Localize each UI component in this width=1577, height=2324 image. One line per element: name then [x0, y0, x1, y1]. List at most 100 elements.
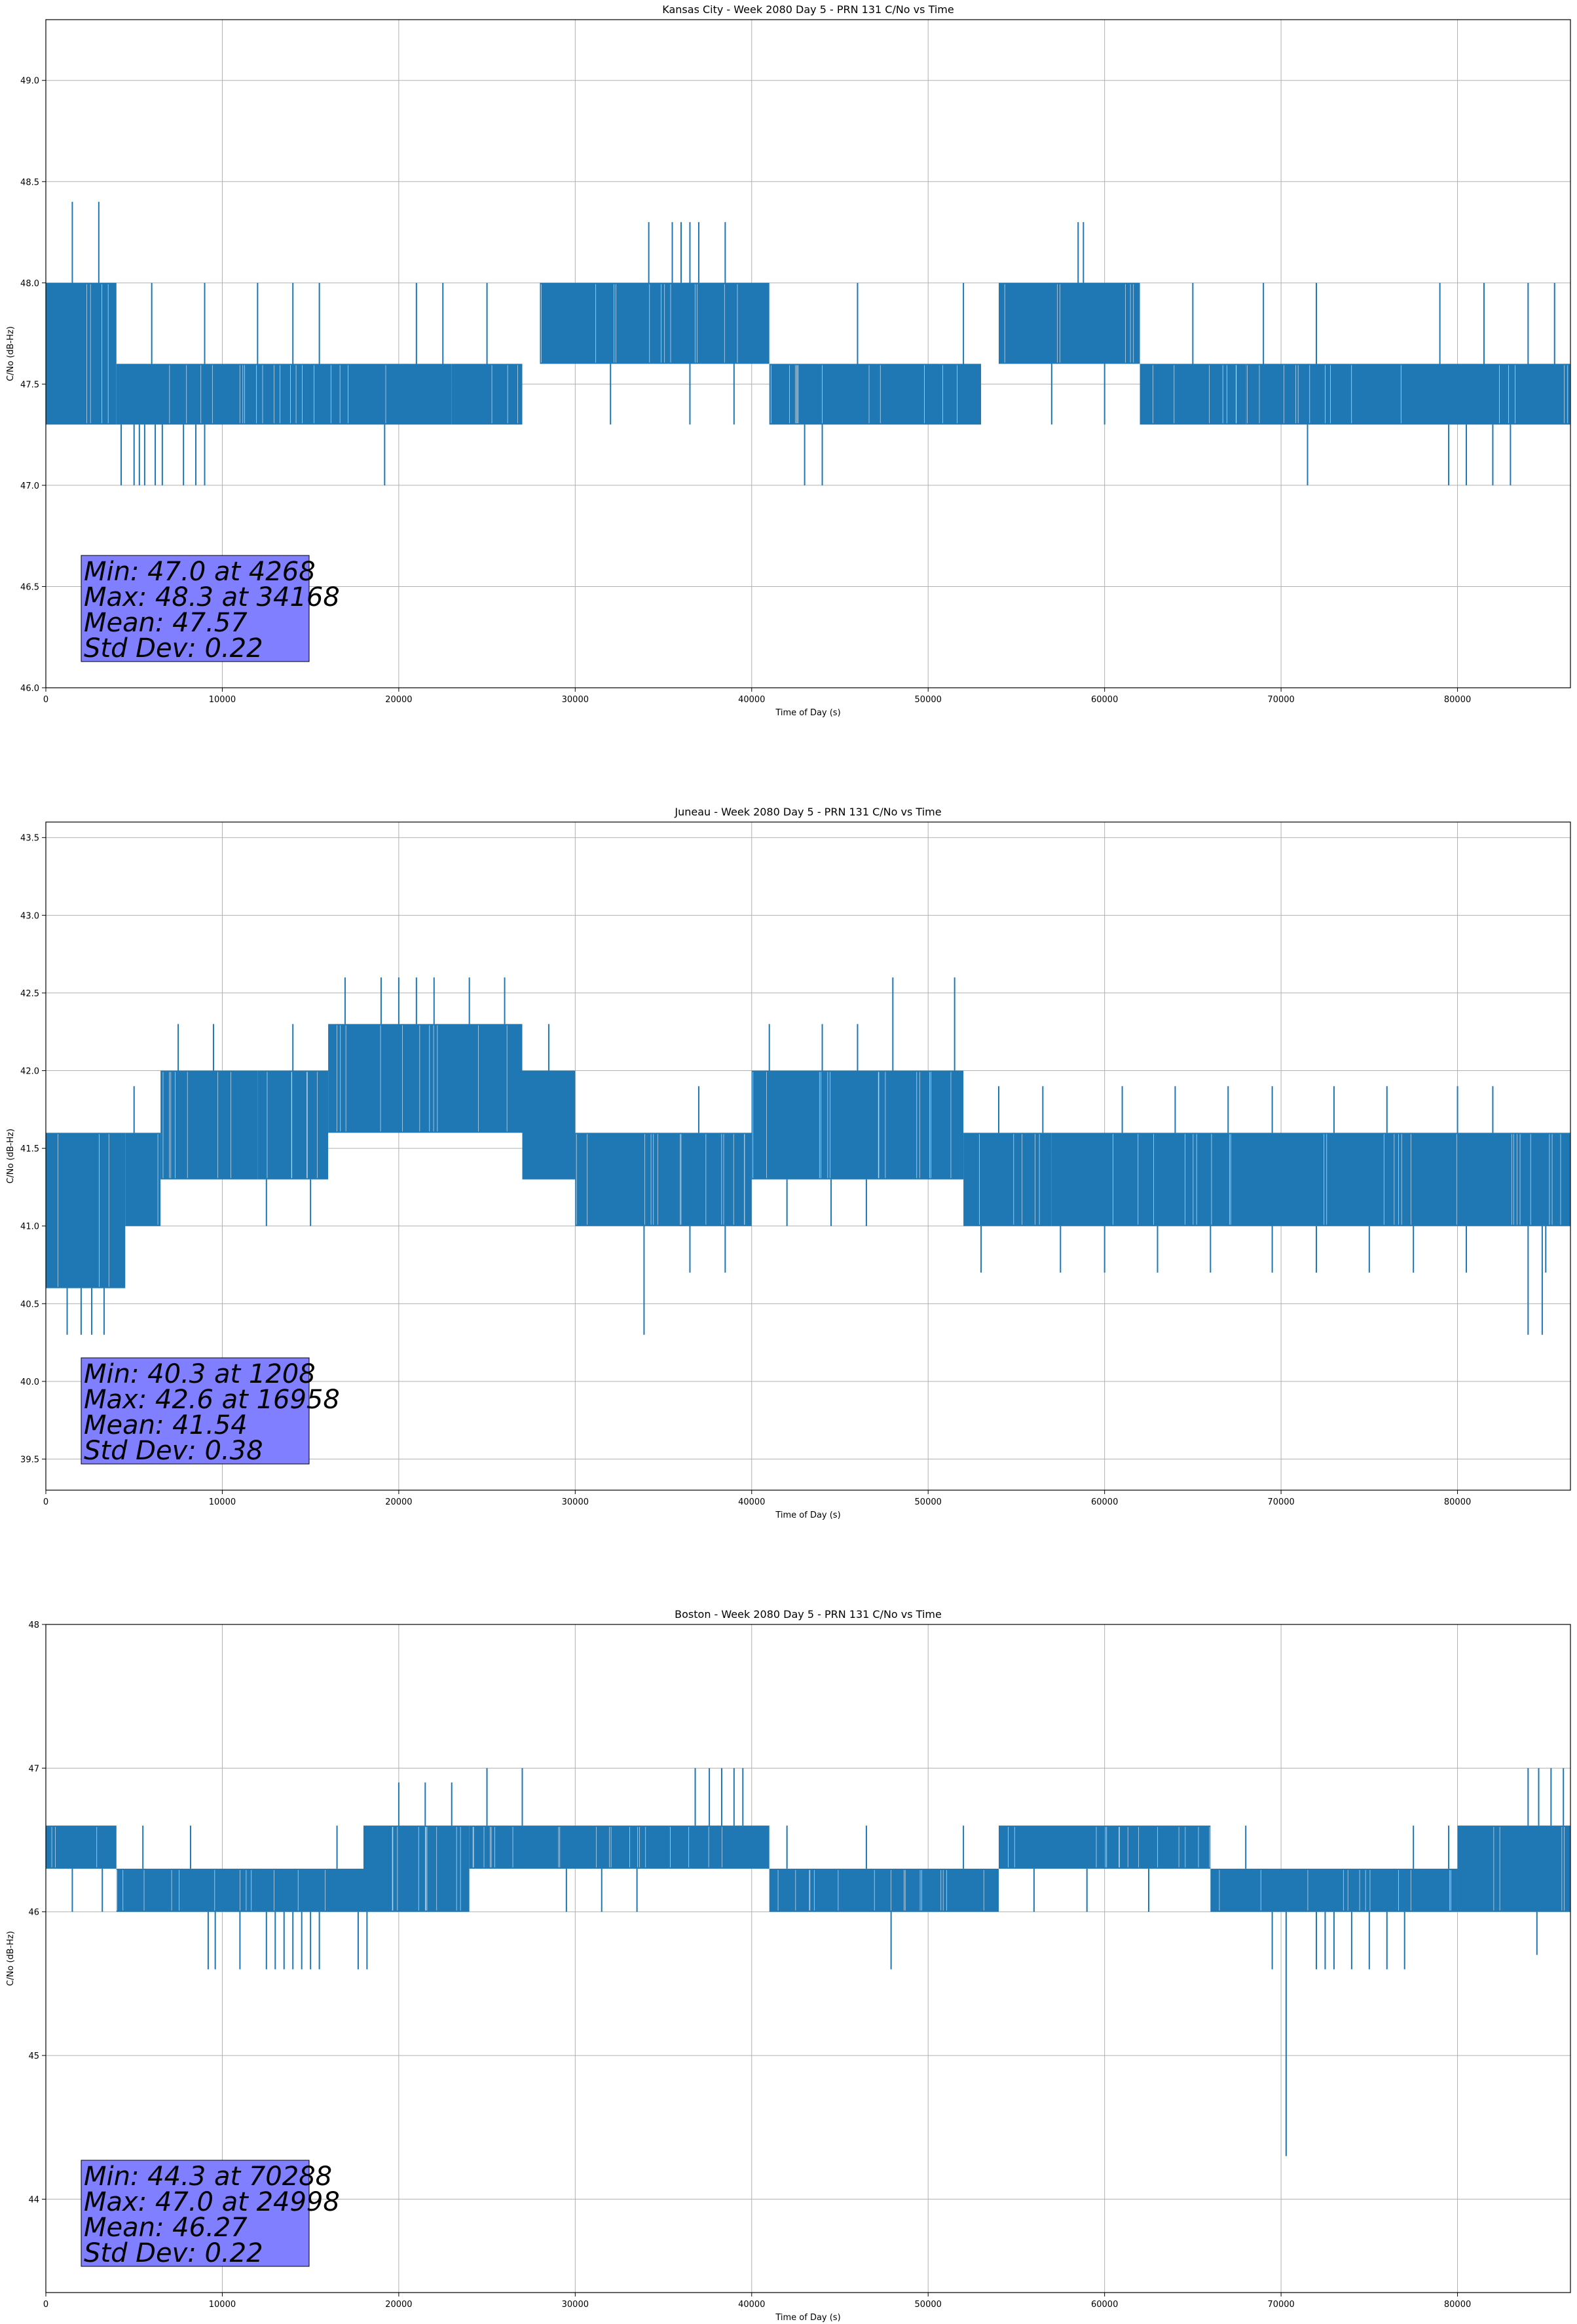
series-line: [46, 202, 1570, 485]
data-band: [257, 1070, 329, 1180]
data-band: [1140, 364, 1246, 425]
data-band: [1246, 364, 1570, 425]
y-tick-label: 46: [28, 1908, 39, 1918]
y-tick-label: 41.0: [20, 1222, 39, 1232]
x-tick-label: 0: [43, 1497, 48, 1507]
y-tick-label: 49.0: [20, 77, 39, 86]
x-tick-label: 70000: [1267, 1497, 1294, 1507]
stats-text-line: Max: 42.6 at 16958: [84, 1385, 340, 1415]
x-tick-label: 30000: [562, 1497, 589, 1507]
x-tick-label: 80000: [1444, 695, 1471, 705]
data-band: [469, 1826, 770, 1869]
data-band: [160, 1070, 258, 1180]
stats-text-line: Mean: 41.54: [84, 1410, 248, 1440]
axes-frame: [45, 1624, 1571, 2293]
data-band: [999, 1826, 1211, 1869]
stats-text-line: Min: 47.0 at 4268: [84, 557, 316, 587]
y-axis-label: C/No (dB-Hz): [6, 1931, 16, 1986]
stats-text-line: Max: 47.0 at 24998: [84, 2187, 340, 2217]
y-axis-label: C/No (dB-Hz): [6, 326, 16, 381]
x-tick-label: 60000: [1091, 2300, 1118, 2310]
stats-box: [81, 2160, 310, 2267]
data-band: [1051, 1133, 1570, 1226]
data-band: [963, 1133, 1052, 1226]
x-tick-label: 40000: [738, 1497, 765, 1507]
stats-text-line: Min: 40.3 at 1208: [84, 1359, 316, 1389]
stats-text-line: Mean: 46.27: [84, 2213, 248, 2243]
x-tick-label: 20000: [385, 695, 412, 705]
y-tick-label: 39.5: [20, 1455, 39, 1465]
data-band: [125, 1133, 161, 1226]
x-tick-label: 20000: [385, 1497, 412, 1507]
data-band: [769, 1868, 999, 1912]
x-tick-label: 60000: [1091, 695, 1118, 705]
x-tick-label: 50000: [915, 1497, 942, 1507]
data-band: [769, 364, 982, 425]
x-tick-label: 80000: [1444, 1497, 1471, 1507]
stats-text-line: Std Dev: 0.22: [84, 2238, 263, 2268]
data-band: [999, 282, 1140, 364]
chart-title: Juneau - Week 2080 Day 5 - PRN 131 C/No …: [674, 806, 941, 818]
data-band: [751, 1070, 964, 1180]
y-tick-label: 44: [28, 2195, 39, 2205]
chart-panel-3: 0 10000 20000 30000 40000 50000 60000 70000 8000…: [6, 1608, 1571, 2323]
data-band: [46, 1826, 117, 1869]
data-band: [46, 282, 117, 425]
x-tick-label: 10000: [209, 695, 236, 705]
data-band: [451, 364, 523, 425]
series-line: [46, 977, 1570, 1335]
x-tick-label: 30000: [562, 2300, 589, 2310]
x-tick-label: 70000: [1267, 695, 1294, 705]
y-tick-label: 47.0: [20, 481, 39, 491]
y-tick-label: 45: [28, 2052, 39, 2061]
x-axis-label: Time of Day (s): [775, 2313, 840, 2323]
x-tick-label: 0: [43, 695, 48, 705]
y-tick-label: 40.5: [20, 1300, 39, 1309]
x-tick-label: 10000: [209, 1497, 236, 1507]
x-axis-label: Time of Day (s): [775, 708, 840, 718]
y-tick-label: 46.0: [20, 684, 39, 694]
stats-text-line: Mean: 47.57: [84, 608, 248, 638]
stats-text-line: Std Dev: 0.22: [84, 633, 263, 664]
x-tick-label: 10000: [209, 2300, 236, 2310]
x-tick-label: 20000: [385, 2300, 412, 2310]
y-tick-label: 46.5: [20, 582, 39, 592]
x-tick-label: 50000: [915, 2300, 942, 2310]
y-tick-label: 43.0: [20, 911, 39, 921]
x-tick-label: 40000: [738, 695, 765, 705]
y-axis-label: C/No (dB-Hz): [6, 1129, 16, 1184]
y-tick-label: 48.0: [20, 279, 39, 289]
y-tick-label: 48.5: [20, 178, 39, 187]
y-tick-label: 48: [28, 1621, 39, 1630]
x-tick-label: 80000: [1444, 2300, 1471, 2310]
x-tick-label: 70000: [1267, 2300, 1294, 2310]
y-tick-label: 43.5: [20, 834, 39, 844]
chart-title: Kansas City - Week 2080 Day 5 - PRN 131 …: [662, 3, 954, 16]
x-tick-label: 60000: [1091, 1497, 1118, 1507]
x-axis-label: Time of Day (s): [775, 1510, 840, 1520]
stats-text-line: Max: 48.3 at 34168: [84, 582, 340, 612]
y-tick-label: 47: [28, 1764, 39, 1774]
x-tick-label: 50000: [915, 695, 942, 705]
chart-panel-2: 0 10000 20000 30000 40000 50000 60000 70000 8000…: [6, 806, 1571, 1520]
axes-frame: [45, 19, 1571, 688]
data-band: [328, 1024, 523, 1133]
y-tick-label: 42.5: [20, 989, 39, 999]
y-tick-label: 41.5: [20, 1144, 39, 1154]
axes-frame: [45, 821, 1571, 1491]
chart-panel-1: 0 10000 20000 30000 40000 50000 60000 70000 8000…: [6, 3, 1571, 718]
stats-box: [81, 555, 310, 662]
y-tick-label: 40.0: [20, 1378, 39, 1387]
data-band: [1457, 1826, 1570, 1912]
data-band: [116, 364, 452, 425]
y-tick-label: 42.0: [20, 1067, 39, 1077]
stats-text-line: Min: 44.3 at 70288: [84, 2162, 332, 2192]
x-tick-label: 30000: [562, 695, 589, 705]
data-band: [363, 1826, 470, 1912]
stats-box: [81, 1357, 310, 1465]
x-tick-label: 40000: [738, 2300, 765, 2310]
data-band: [1210, 1868, 1458, 1912]
y-tick-label: 47.5: [20, 380, 39, 390]
chart-title: Boston - Week 2080 Day 5 - PRN 131 C/No …: [675, 1608, 942, 1621]
